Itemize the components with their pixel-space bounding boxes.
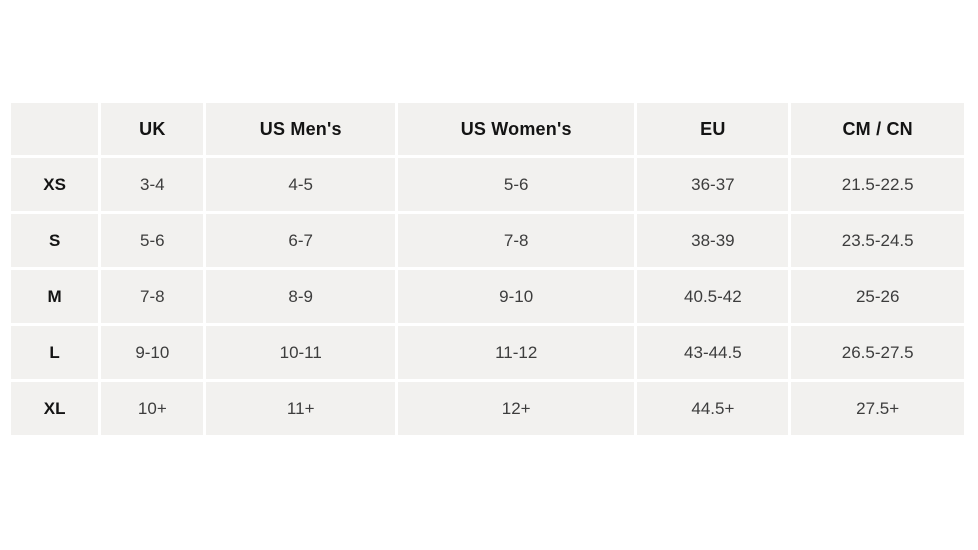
- cell-xs-uk: 3-4: [101, 158, 204, 211]
- header-cell-eu: EU: [637, 103, 789, 155]
- row-label-m: M: [11, 270, 99, 323]
- cell-xs-eu: 36-37: [637, 158, 789, 211]
- row-label-xs: XS: [11, 158, 99, 211]
- cell-xl-us-mens: 11+: [206, 382, 395, 435]
- cell-l-uk: 9-10: [101, 326, 204, 379]
- cell-xl-cm-cn: 27.5+: [791, 382, 964, 435]
- header-row: UK US Men's US Women's EU CM / CN: [11, 103, 964, 155]
- cell-s-eu: 38-39: [637, 214, 789, 267]
- cell-xl-uk: 10+: [101, 382, 204, 435]
- row-label-l: L: [11, 326, 99, 379]
- table-row-s: S 5-6 6-7 7-8 38-39 23.5-24.5: [11, 214, 964, 267]
- row-label-s: S: [11, 214, 99, 267]
- cell-xl-eu: 44.5+: [637, 382, 789, 435]
- cell-m-eu: 40.5-42: [637, 270, 789, 323]
- cell-l-cm-cn: 26.5-27.5: [791, 326, 964, 379]
- cell-l-us-mens: 10-11: [206, 326, 395, 379]
- cell-m-us-womens: 9-10: [397, 270, 635, 323]
- table-row-xl: XL 10+ 11+ 12+ 44.5+ 27.5+: [11, 382, 964, 435]
- size-chart-table: UK US Men's US Women's EU CM / CN XS 3-4…: [8, 100, 967, 438]
- header-cell-cm-cn: CM / CN: [791, 103, 964, 155]
- row-label-xl: XL: [11, 382, 99, 435]
- cell-l-eu: 43-44.5: [637, 326, 789, 379]
- table-row-xs: XS 3-4 4-5 5-6 36-37 21.5-22.5: [11, 158, 964, 211]
- cell-s-uk: 5-6: [101, 214, 204, 267]
- header-cell-us-mens: US Men's: [206, 103, 395, 155]
- cell-m-us-mens: 8-9: [206, 270, 395, 323]
- cell-s-cm-cn: 23.5-24.5: [791, 214, 964, 267]
- cell-l-us-womens: 11-12: [397, 326, 635, 379]
- cell-xs-us-mens: 4-5: [206, 158, 395, 211]
- size-chart: UK US Men's US Women's EU CM / CN XS 3-4…: [8, 100, 967, 438]
- table-row-m: M 7-8 8-9 9-10 40.5-42 25-26: [11, 270, 964, 323]
- header-cell-uk: UK: [101, 103, 204, 155]
- cell-xl-us-womens: 12+: [397, 382, 635, 435]
- cell-xs-us-womens: 5-6: [397, 158, 635, 211]
- table-row-l: L 9-10 10-11 11-12 43-44.5 26.5-27.5: [11, 326, 964, 379]
- header-cell-us-womens: US Women's: [397, 103, 635, 155]
- cell-xs-cm-cn: 21.5-22.5: [791, 158, 964, 211]
- cell-s-us-womens: 7-8: [397, 214, 635, 267]
- cell-s-us-mens: 6-7: [206, 214, 395, 267]
- cell-m-cm-cn: 25-26: [791, 270, 964, 323]
- header-cell-size: [11, 103, 99, 155]
- cell-m-uk: 7-8: [101, 270, 204, 323]
